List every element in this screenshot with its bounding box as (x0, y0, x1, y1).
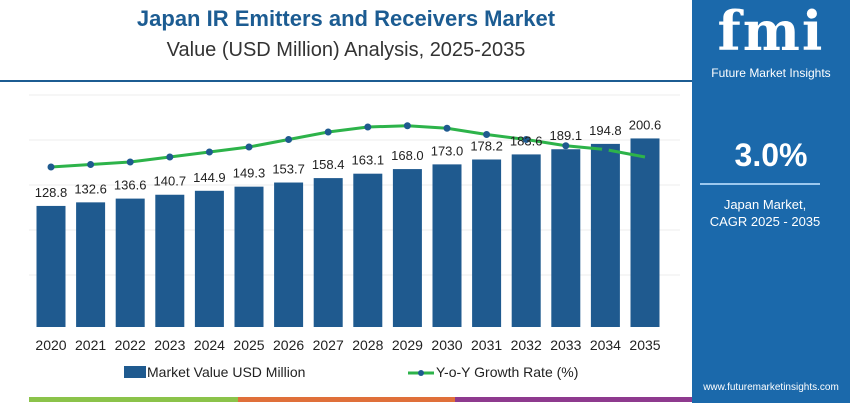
bar-value-label: 168.0 (391, 148, 424, 163)
bar-2025 (234, 186, 264, 327)
bar-2033 (551, 149, 581, 327)
bar-value-label: 158.4 (312, 157, 345, 172)
x-tick-label: 2021 (75, 337, 106, 353)
fmi-logo: fmi (717, 0, 825, 63)
bar-value-label: 132.6 (74, 181, 107, 196)
cagr-label: Japan Market, CAGR 2025 - 2035 (692, 196, 838, 230)
chart-title: Japan IR Emitters and Receivers Market (136, 6, 556, 31)
x-tick-label: 2025 (233, 337, 264, 353)
growth-point-2032 (522, 136, 530, 143)
growth-point-2030 (443, 124, 451, 132)
title-divider (0, 80, 692, 82)
bar-2030 (432, 164, 462, 327)
footer-stripe-green (29, 397, 238, 402)
bar-2031 (472, 159, 502, 327)
x-tick-label: 2033 (550, 337, 581, 353)
bar-value-label: 140.7 (154, 174, 187, 189)
bar-value-label: 194.8 (589, 123, 622, 138)
bar-2029 (392, 169, 422, 327)
x-tick-label: 2023 (154, 337, 185, 353)
legend: Market Value USD Million Y-o-Y Growth Ra… (124, 364, 578, 380)
website-link[interactable]: www.futuremarketinsights.com (703, 382, 839, 393)
bar-2032 (511, 154, 541, 327)
bar-value-label: 183.6 (510, 133, 543, 148)
bar-2021 (76, 202, 106, 327)
x-tick-label: 2035 (629, 337, 660, 353)
bar-value-label: 149.3 (233, 166, 266, 181)
bar-2034 (590, 143, 620, 327)
bar-value-label: 173.0 (431, 143, 464, 158)
x-tick-label: 2028 (352, 337, 383, 353)
bar-2020 (36, 205, 66, 327)
growth-rate-line (50, 124, 646, 169)
footer-stripe-purple (455, 397, 692, 402)
cagr-label-line1: Japan Market, (723, 197, 807, 212)
growth-point-2031 (483, 131, 491, 138)
bar-value-label: 144.9 (193, 170, 226, 185)
growth-point-2027 (324, 128, 332, 136)
growth-point-2025 (245, 143, 253, 151)
x-tick-label: 2034 (590, 337, 621, 353)
growth-point-2033 (562, 142, 570, 150)
bar-2024 (194, 190, 224, 327)
bar-value-label: 178.2 (470, 138, 503, 153)
x-tick-label: 2024 (194, 337, 225, 353)
footer-stripe-orange (238, 397, 455, 402)
growth-point-2021 (87, 161, 95, 168)
legend-line-marker (418, 370, 424, 376)
side-panel: fmi Future Market Insights 3.0% Japan Ma… (692, 0, 850, 403)
growth-point-2026 (285, 136, 293, 143)
x-tick-label: 2027 (313, 337, 344, 353)
legend-bar-label: Market Value USD Million (147, 364, 305, 380)
bar-2026 (274, 182, 304, 327)
bar-value-label: 163.1 (352, 153, 385, 168)
cagr-value: 3.0% (734, 137, 808, 173)
bar-2022 (115, 198, 145, 327)
growth-point-2024 (205, 148, 213, 156)
growth-point-2023 (166, 153, 174, 161)
x-tick-label: 2020 (35, 337, 66, 353)
legend-line-label: Y-o-Y Growth Rate (%) (436, 364, 578, 380)
growth-point-2029 (403, 122, 411, 130)
chart-subtitle: Value (USD Million) Analysis, 2025-2035 (166, 39, 526, 61)
growth-point-2020 (47, 163, 55, 171)
bar-2035 (630, 138, 660, 327)
bar-value-label: 136.6 (114, 178, 147, 193)
bar-value-label: 200.6 (629, 117, 662, 132)
bar-value-label: 128.8 (35, 185, 68, 200)
chart-area: 128.8 132.6 136.6 140.7 144.9 149.3 153.7 158.4… (29, 94, 680, 380)
bar-2027 (313, 178, 343, 327)
x-tick-label: 2029 (392, 337, 423, 353)
growth-point-2028 (364, 123, 372, 131)
bar-2023 (155, 194, 185, 327)
cagr-divider (700, 183, 820, 185)
logo-subtitle: Future Market Insights (711, 66, 831, 80)
x-tick-label: 2031 (471, 337, 502, 353)
bar-value-label: 189.1 (550, 128, 583, 143)
x-tick-label: 2030 (431, 337, 462, 353)
growth-point-2022 (126, 158, 134, 166)
cagr-label-line2: CAGR 2025 - 2035 (709, 214, 821, 229)
x-tick-label: 2032 (511, 337, 542, 353)
x-tick-label: 2022 (115, 337, 146, 353)
x-tick-label: 2026 (273, 337, 304, 353)
legend-bar-swatch (124, 366, 146, 378)
bar-2028 (353, 173, 383, 327)
growth-point-2034 (601, 146, 609, 153)
bar-value-label: 153.7 (272, 162, 305, 177)
